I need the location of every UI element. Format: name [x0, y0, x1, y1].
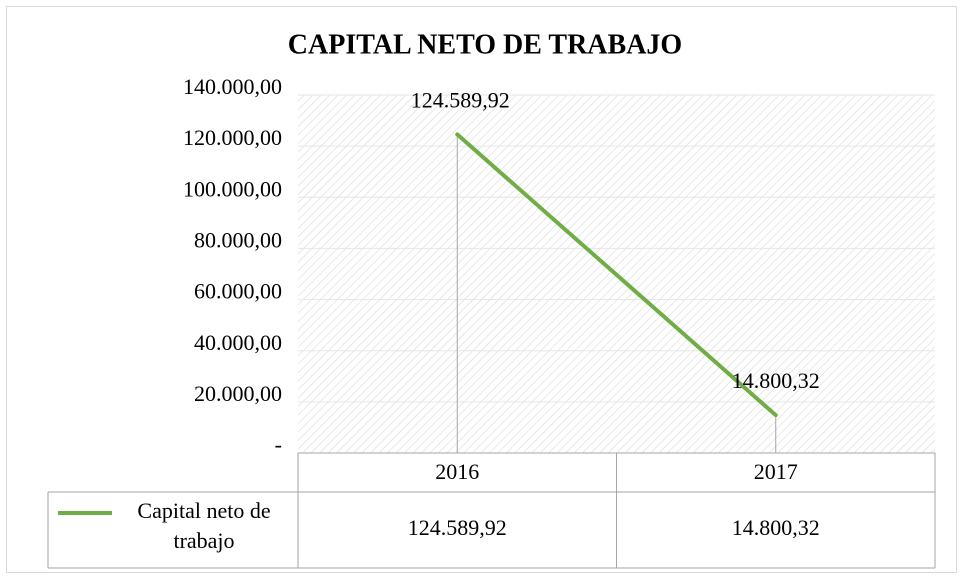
x-tick-label: 2016: [435, 459, 479, 484]
y-tick-label: 40.000,00: [194, 330, 282, 355]
x-tick-label: 2017: [754, 459, 798, 484]
legend-label: Capital neto de trabajo: [137, 498, 271, 553]
y-tick-label: 80.000,00: [194, 227, 282, 252]
table-cell: 124.589,92: [408, 515, 507, 540]
y-tick-label: 20.000,00: [194, 381, 282, 406]
y-tick-label: 60.000,00: [194, 279, 282, 304]
y-tick-label: -: [275, 432, 282, 457]
table-cell: 14.800,32: [732, 515, 820, 540]
chart-title: CAPITAL NETO DE TRABAJO: [288, 29, 682, 60]
y-tick-label: 100.000,00: [183, 176, 282, 201]
y-tick-label: 120.000,00: [183, 125, 282, 150]
data-label: 14.800,32: [732, 368, 820, 393]
data-label: 124.589,92: [411, 87, 510, 112]
series-line: [455, 132, 778, 418]
y-tick-label: 140.000,00: [183, 74, 282, 99]
